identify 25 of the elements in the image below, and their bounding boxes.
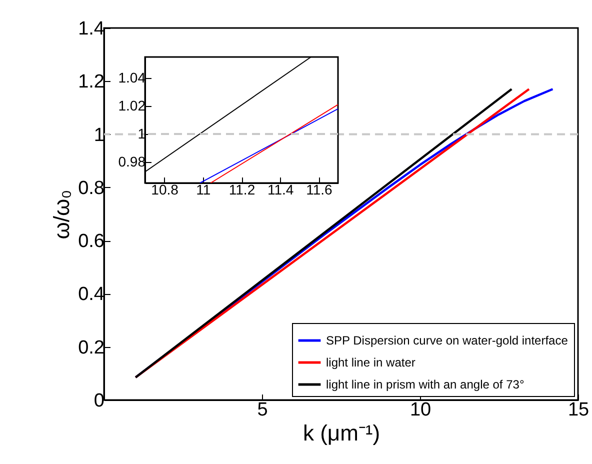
y-tick-label: 1.4 xyxy=(78,18,105,40)
x-tick-label: 11 xyxy=(196,182,211,198)
legend-label: SPP Dispersion curve on water-gold interface xyxy=(326,334,568,348)
y-tick-label: 1.2 xyxy=(78,72,104,93)
legend-label: light line in water xyxy=(326,356,416,370)
y-tick-label: 1.04 xyxy=(118,70,146,86)
x-tick-label: 11.4 xyxy=(267,182,294,198)
y-tick-label: 0.8 xyxy=(78,178,104,199)
y-tick-label: 0.6 xyxy=(78,231,104,252)
x-tick-label: 5 xyxy=(257,400,268,420)
y-axis-title: ω/ω₀ xyxy=(49,190,74,240)
y-tick-label: 0.4 xyxy=(78,284,105,306)
x-axis-title: k (μm⁻¹) xyxy=(302,420,380,446)
x-tick-label: 11.6 xyxy=(306,182,333,198)
x-tick-label: 11.2 xyxy=(228,182,256,198)
y-tick-label: 0.98 xyxy=(118,154,146,170)
y-tick-label: 1.02 xyxy=(118,98,146,114)
y-tick-label: 1 xyxy=(138,126,146,142)
x-tick-label: 10 xyxy=(410,400,432,420)
x-tick-label: 15 xyxy=(568,400,590,420)
x-tick-label: 10.8 xyxy=(151,182,179,198)
y-tick-label: 0 xyxy=(94,390,104,412)
y-tick-label: 0.2 xyxy=(78,337,104,358)
legend-label: light line in prism with an angle of 73° xyxy=(326,378,524,392)
y-tick-label: 1 xyxy=(94,124,104,146)
